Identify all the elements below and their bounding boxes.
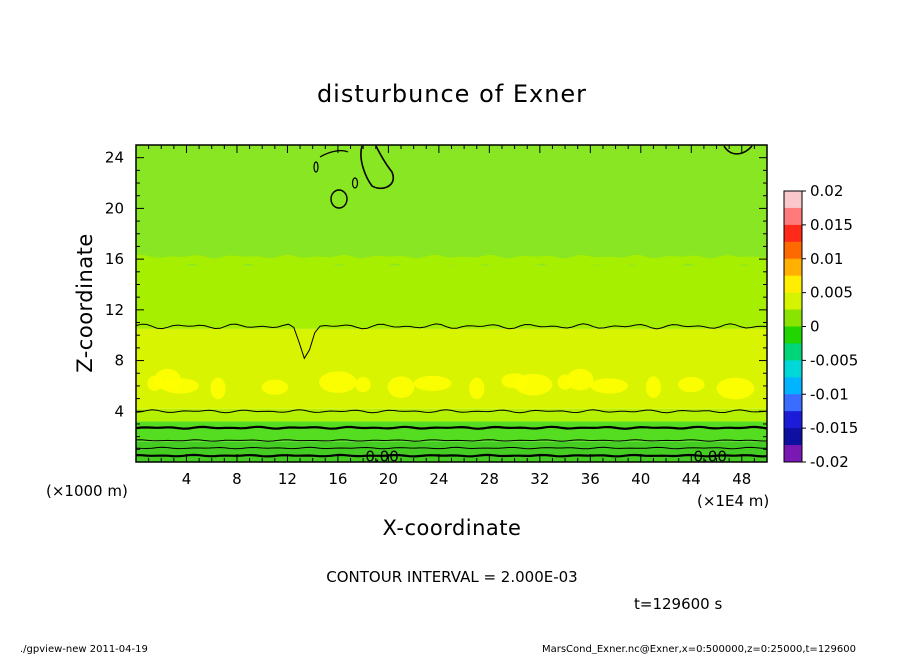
x-tick-label: 40 (631, 470, 650, 488)
colorbar-segment (784, 224, 802, 243)
colorbar-segment (784, 207, 802, 226)
y-tick-label: 8 (114, 352, 124, 370)
colorbar-segment (784, 275, 802, 294)
colorbar-segment (784, 377, 802, 395)
field-peak (677, 377, 705, 393)
x-tick-label: 44 (682, 470, 701, 488)
x-tick-label: 32 (530, 470, 549, 488)
y-axis-label: Z-coordinate (73, 233, 97, 373)
x-tick-label: 28 (480, 470, 499, 488)
x-tick-label: 8 (232, 470, 242, 488)
time-label: t=129600 s (634, 595, 722, 613)
contour-label: 0.00 (694, 447, 727, 465)
field-peak (469, 377, 485, 400)
colorbar-label: -0.01 (810, 385, 849, 403)
field-peak (716, 377, 755, 400)
chart-title: disturbunce of Exner (317, 80, 587, 108)
field-band (136, 265, 767, 329)
colorbar-segment (784, 343, 802, 361)
footer-right-text: MarsCond_Exner.nc@Exner,x=0:500000,z=0:2… (542, 644, 856, 654)
x-tick-label: 48 (732, 470, 751, 488)
contour-line (135, 439, 767, 442)
contour-line (135, 425, 768, 430)
contour-line (135, 409, 768, 414)
contour-closed (360, 145, 395, 190)
field-peak (645, 376, 662, 398)
y-tick-label: 20 (105, 199, 124, 217)
colorbar-segment (784, 360, 802, 378)
field-band-top (136, 145, 767, 259)
field-peak (590, 378, 629, 394)
contour-closed (319, 150, 349, 158)
colorbar-segment (784, 258, 802, 277)
field-band (136, 421, 767, 442)
field-peak (514, 373, 553, 396)
colorbar-label: 0 (810, 318, 820, 336)
colorbar-label: 0.005 (810, 284, 853, 302)
contour-closed (351, 177, 359, 189)
field-band (136, 328, 767, 409)
field-peak (387, 376, 415, 398)
x-tick-label: 16 (328, 470, 347, 488)
colorbar-segment (784, 309, 802, 327)
contour-line (135, 323, 768, 360)
colorbar-label: 0.01 (810, 250, 843, 268)
colorbar: 0.02 0.015 0.01 0.005 0 -0.005 -0.01 -0.015 -0.0… (783, 182, 858, 471)
contour-label: 0.00 (365, 447, 398, 465)
y-tick-label: 12 (105, 301, 124, 319)
contour-line (135, 446, 768, 450)
x-tick-label: 4 (182, 470, 192, 488)
contour-interval-text: CONTOUR INTERVAL = 2.000E-03 (326, 568, 577, 586)
colorbar-label: 0.02 (810, 182, 843, 200)
colorbar-segment (784, 191, 802, 209)
field-peak (210, 377, 226, 400)
field-peak (566, 368, 594, 391)
field-peak (161, 378, 200, 394)
colorbar-segment (784, 394, 802, 412)
x-unit-label: (×1000 m) (46, 482, 128, 500)
colorbar-label: -0.015 (810, 419, 858, 437)
contour-closed (723, 145, 753, 155)
y-tick-label: 4 (114, 402, 124, 420)
field-peak (261, 379, 289, 395)
colorbar-segment (784, 428, 802, 446)
contour-closed (313, 161, 319, 173)
x-tick-label: 12 (278, 470, 297, 488)
x-tick-label: 36 (581, 470, 600, 488)
x-scale-label: (×1E4 m) (697, 492, 769, 510)
field-peak (319, 371, 357, 393)
contour-line (135, 453, 768, 458)
y-axis: 4 8 12 16 20 24 (105, 149, 767, 450)
footer-left-text: ./gpview-new 2011-04-19 (20, 644, 148, 654)
contour-lines: 0.00 0.00 (135, 145, 768, 465)
colorbar-segment (784, 411, 802, 429)
field-peak (413, 375, 452, 391)
colorbar-segment (784, 241, 802, 260)
x-axis: 4 8 12 16 20 24 28 32 36 40 44 48 (148, 145, 755, 488)
x-axis-label: X-coordinate (383, 516, 522, 540)
contour-closed (330, 189, 348, 209)
plot-area (136, 145, 767, 462)
y-tick-label: 16 (105, 250, 124, 268)
y-tick-label: 24 (105, 149, 124, 167)
colorbar-segment (784, 292, 802, 310)
colorbar-segment (784, 445, 802, 463)
x-tick-label: 20 (379, 470, 398, 488)
x-tick-label: 24 (429, 470, 448, 488)
colorbar-segment (784, 326, 802, 344)
colorbar-label: -0.02 (810, 453, 849, 471)
field-peak (355, 377, 371, 393)
colorbar-label: -0.005 (810, 351, 858, 369)
colorbar-label: 0.015 (810, 216, 853, 234)
